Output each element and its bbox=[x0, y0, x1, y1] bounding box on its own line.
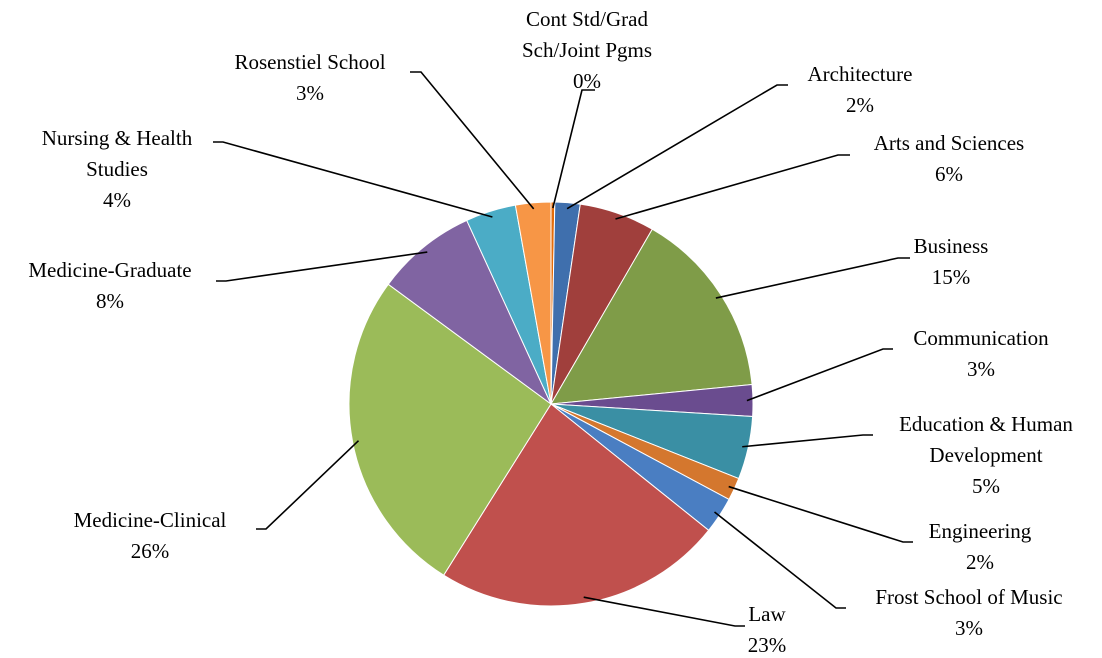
data-label-category: Medicine-Clinical bbox=[74, 508, 227, 532]
leader-line-engineering bbox=[728, 485, 913, 543]
data-label-category: Communication bbox=[913, 326, 1049, 350]
data-label-percent: 3% bbox=[296, 81, 324, 105]
leader-line-rosenstiel-school bbox=[410, 71, 535, 210]
leader-line-frost-school-of-music bbox=[714, 511, 846, 609]
data-label-category: Studies bbox=[86, 157, 148, 181]
leader-lines-layer bbox=[213, 71, 913, 627]
data-label-percent: 23% bbox=[748, 633, 787, 657]
pie-slice-business bbox=[550, 228, 753, 405]
data-label-engineering: Engineering 2% bbox=[929, 519, 1032, 574]
data-label-category: Law bbox=[748, 602, 786, 626]
data-label-category: Arts and Sciences bbox=[874, 131, 1024, 155]
data-label-percent: 8% bbox=[96, 289, 124, 313]
data-label-category: Engineering bbox=[929, 519, 1032, 543]
data-label-arts-and-sciences: Arts and Sciences 6% bbox=[874, 131, 1024, 186]
data-label-architecture: Architecture 2% bbox=[808, 62, 913, 117]
data-label-category: Cont Std/Grad bbox=[526, 7, 648, 31]
data-label-rosenstiel-school: Rosenstiel School 3% bbox=[234, 50, 385, 105]
data-label-percent: 5% bbox=[972, 474, 1000, 498]
pie-slice-medicine-graduate bbox=[387, 219, 553, 406]
data-label-percent: 2% bbox=[966, 550, 994, 574]
data-label-business: Business 15% bbox=[914, 234, 989, 289]
data-label-category: Sch/Joint Pgms bbox=[522, 38, 652, 62]
data-label-percent: 6% bbox=[935, 162, 963, 186]
slices-layer bbox=[348, 201, 754, 607]
data-label-percent: 3% bbox=[955, 616, 983, 640]
leader-line-law bbox=[583, 596, 745, 627]
pie-slice-medicine-clinical bbox=[348, 283, 552, 576]
data-label-frost-school-of-music: Frost School of Music 3% bbox=[875, 585, 1062, 640]
leader-line-arts-and-sciences bbox=[615, 154, 850, 220]
data-label-percent: 3% bbox=[967, 357, 995, 381]
leader-line-architecture bbox=[566, 84, 788, 210]
data-label-category: Nursing & Health bbox=[42, 126, 193, 150]
data-label-medicine-graduate: Medicine-Graduate 8% bbox=[28, 258, 191, 313]
leader-line-nursing-and-health-studies bbox=[213, 141, 493, 218]
data-label-category: Rosenstiel School bbox=[234, 50, 385, 74]
data-label-category: Medicine-Graduate bbox=[28, 258, 191, 282]
leader-line-medicine-clinical bbox=[256, 440, 360, 530]
data-label-percent: 4% bbox=[103, 188, 131, 212]
pie-slice-law bbox=[443, 403, 710, 607]
leader-line-business bbox=[715, 257, 910, 299]
data-label-percent: 15% bbox=[932, 265, 971, 289]
pie-slice-rosenstiel-school bbox=[514, 201, 552, 405]
labels-layer: Cont Std/Grad Sch/Joint Pgms 0% Architectur… bbox=[28, 7, 1073, 657]
data-label-category: Architecture bbox=[808, 62, 913, 86]
data-label-nursing-and-health-studies: Nursing & Health Studies 4% bbox=[42, 126, 193, 212]
data-label-medicine-clinical: Medicine-Clinical 26% bbox=[74, 508, 227, 563]
leader-line-education-and-human-development bbox=[742, 434, 873, 448]
data-label-category: Frost School of Music bbox=[875, 585, 1062, 609]
leader-line-communication bbox=[746, 348, 893, 402]
data-label-education-and-human-development: Education & Human Development 5% bbox=[899, 412, 1073, 498]
data-label-percent: 26% bbox=[131, 539, 170, 563]
data-label-percent: 2% bbox=[846, 93, 874, 117]
data-label-category: Development bbox=[929, 443, 1042, 467]
data-label-cont-std-grad-sch-joint-pgms: Cont Std/Grad Sch/Joint Pgms 0% bbox=[522, 7, 652, 93]
data-label-law: Law 23% bbox=[748, 602, 787, 657]
data-label-category: Education & Human bbox=[899, 412, 1073, 436]
data-label-percent: 0% bbox=[573, 69, 601, 93]
leader-line-cont-std-grad-sch-joint-pgms bbox=[552, 89, 595, 209]
data-label-category: Business bbox=[914, 234, 989, 258]
data-label-communication: Communication 3% bbox=[913, 326, 1049, 381]
leader-line-medicine-graduate bbox=[216, 251, 428, 282]
